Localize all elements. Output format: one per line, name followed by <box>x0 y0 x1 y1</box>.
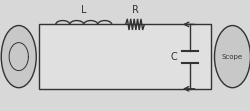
Text: R: R <box>132 5 138 15</box>
Text: C: C <box>170 52 177 62</box>
Ellipse shape <box>1 26 36 88</box>
Text: L: L <box>81 5 86 15</box>
Bar <box>39 24 211 89</box>
Text: Scope: Scope <box>222 54 243 60</box>
Ellipse shape <box>214 26 250 88</box>
